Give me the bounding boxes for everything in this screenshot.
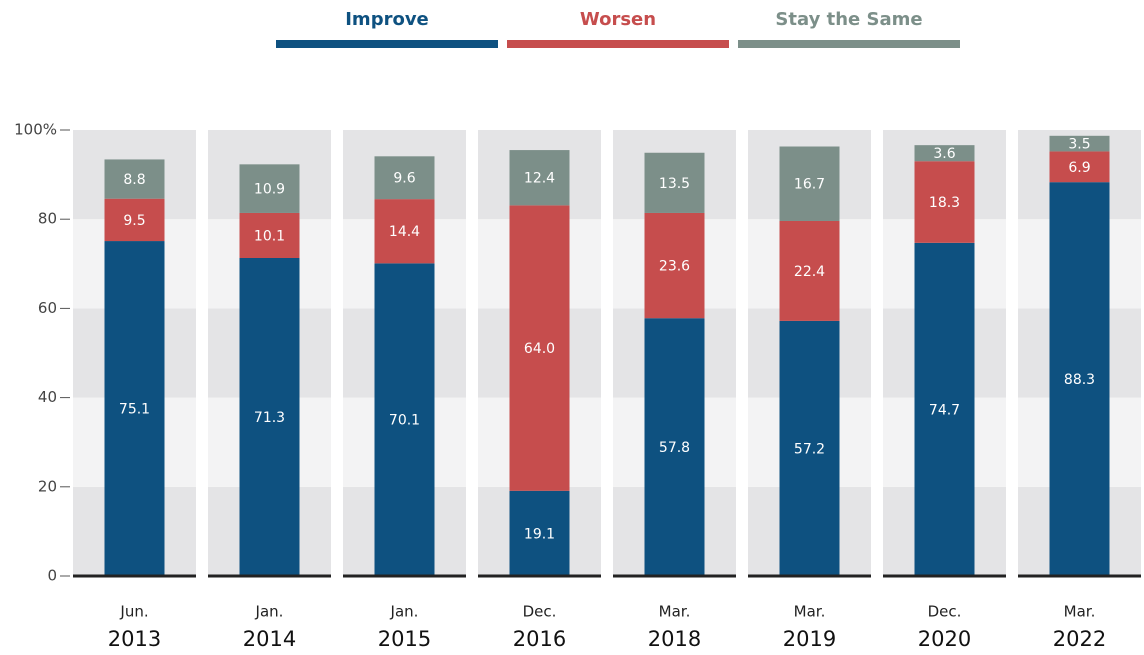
x-tick-label: 2018 xyxy=(648,627,701,651)
x-tick-label: 2015 xyxy=(378,627,431,651)
bar-segment xyxy=(374,199,435,264)
x-tick-label: Jan. xyxy=(255,603,284,621)
bar-segment xyxy=(914,161,975,243)
y-tick-label: 80 xyxy=(38,210,57,228)
x-tick-label: Mar. xyxy=(1064,603,1096,621)
value-label: 10.9 xyxy=(254,182,285,198)
legend-label: Worsen xyxy=(580,9,656,30)
value-label: 6.9 xyxy=(1068,160,1090,176)
value-label: 19.1 xyxy=(524,526,555,542)
x-tick-label: Mar. xyxy=(659,603,691,621)
bar-segment xyxy=(239,164,300,213)
y-tick-label: 60 xyxy=(38,299,57,317)
value-label: 88.3 xyxy=(1064,372,1095,388)
legend-swatch xyxy=(276,40,498,48)
x-tick-label: Jan. xyxy=(390,603,419,621)
bar-segment xyxy=(779,220,840,321)
bar-segment xyxy=(239,212,300,259)
value-label: 18.3 xyxy=(929,195,960,211)
value-label: 70.1 xyxy=(389,413,420,429)
value-label: 10.1 xyxy=(254,228,285,244)
bar-segment xyxy=(644,212,705,319)
value-label: 13.5 xyxy=(659,176,690,192)
x-tick-label: 2014 xyxy=(243,627,296,651)
bar-segment xyxy=(914,145,975,162)
legend-label: Stay the Same xyxy=(775,9,922,30)
y-tick-label: 20 xyxy=(38,477,57,495)
bar-segment xyxy=(509,150,570,206)
x-tick-label: 2022 xyxy=(1053,627,1106,651)
x-tick-label: Jun. xyxy=(119,603,148,621)
bar-segment xyxy=(374,263,435,576)
bar-segment xyxy=(509,490,570,576)
bar-segment xyxy=(1049,135,1110,152)
value-label: 8.8 xyxy=(123,172,145,188)
x-tick-label: Dec. xyxy=(523,603,557,621)
bar-segment xyxy=(104,198,165,242)
legend-swatch xyxy=(738,40,960,48)
value-label: 57.8 xyxy=(659,440,690,456)
legend-swatch xyxy=(507,40,729,48)
bar-segment xyxy=(644,152,705,213)
y-tick-label: 40 xyxy=(38,388,57,406)
bar-segment xyxy=(239,258,300,576)
value-label: 57.2 xyxy=(794,441,825,457)
bar-segment xyxy=(104,241,165,576)
y-tick-label: 0 xyxy=(47,567,57,585)
value-label: 75.1 xyxy=(119,402,150,418)
value-label: 71.3 xyxy=(254,410,285,426)
value-label: 74.7 xyxy=(929,402,960,418)
value-label: 12.4 xyxy=(524,171,555,187)
x-tick-label: 2016 xyxy=(513,627,566,651)
bar-segment xyxy=(644,318,705,576)
value-label: 16.7 xyxy=(794,177,825,193)
value-label: 22.4 xyxy=(794,264,825,280)
x-tick-label: Mar. xyxy=(794,603,826,621)
x-tick-label: 2013 xyxy=(108,627,161,651)
bar-segment xyxy=(1049,182,1110,576)
value-label: 64.0 xyxy=(524,341,555,357)
bar-segment xyxy=(914,242,975,576)
y-tick-label: 100% xyxy=(14,121,57,139)
bar-segment xyxy=(779,320,840,576)
x-tick-label: 2020 xyxy=(918,627,971,651)
bar-segment xyxy=(374,156,435,200)
bar-segment xyxy=(509,205,570,491)
value-label: 9.6 xyxy=(393,171,415,187)
value-label: 3.6 xyxy=(933,146,955,162)
value-label: 9.5 xyxy=(123,213,145,229)
x-tick-label: Dec. xyxy=(928,603,962,621)
bar-segment xyxy=(779,146,840,221)
legend-label: Improve xyxy=(345,9,429,30)
value-label: 23.6 xyxy=(659,259,690,275)
x-tick-label: 2019 xyxy=(783,627,836,651)
bar-segment xyxy=(104,159,165,199)
value-label: 3.5 xyxy=(1068,137,1090,153)
value-label: 14.4 xyxy=(389,224,420,240)
bar-segment xyxy=(1049,151,1110,183)
